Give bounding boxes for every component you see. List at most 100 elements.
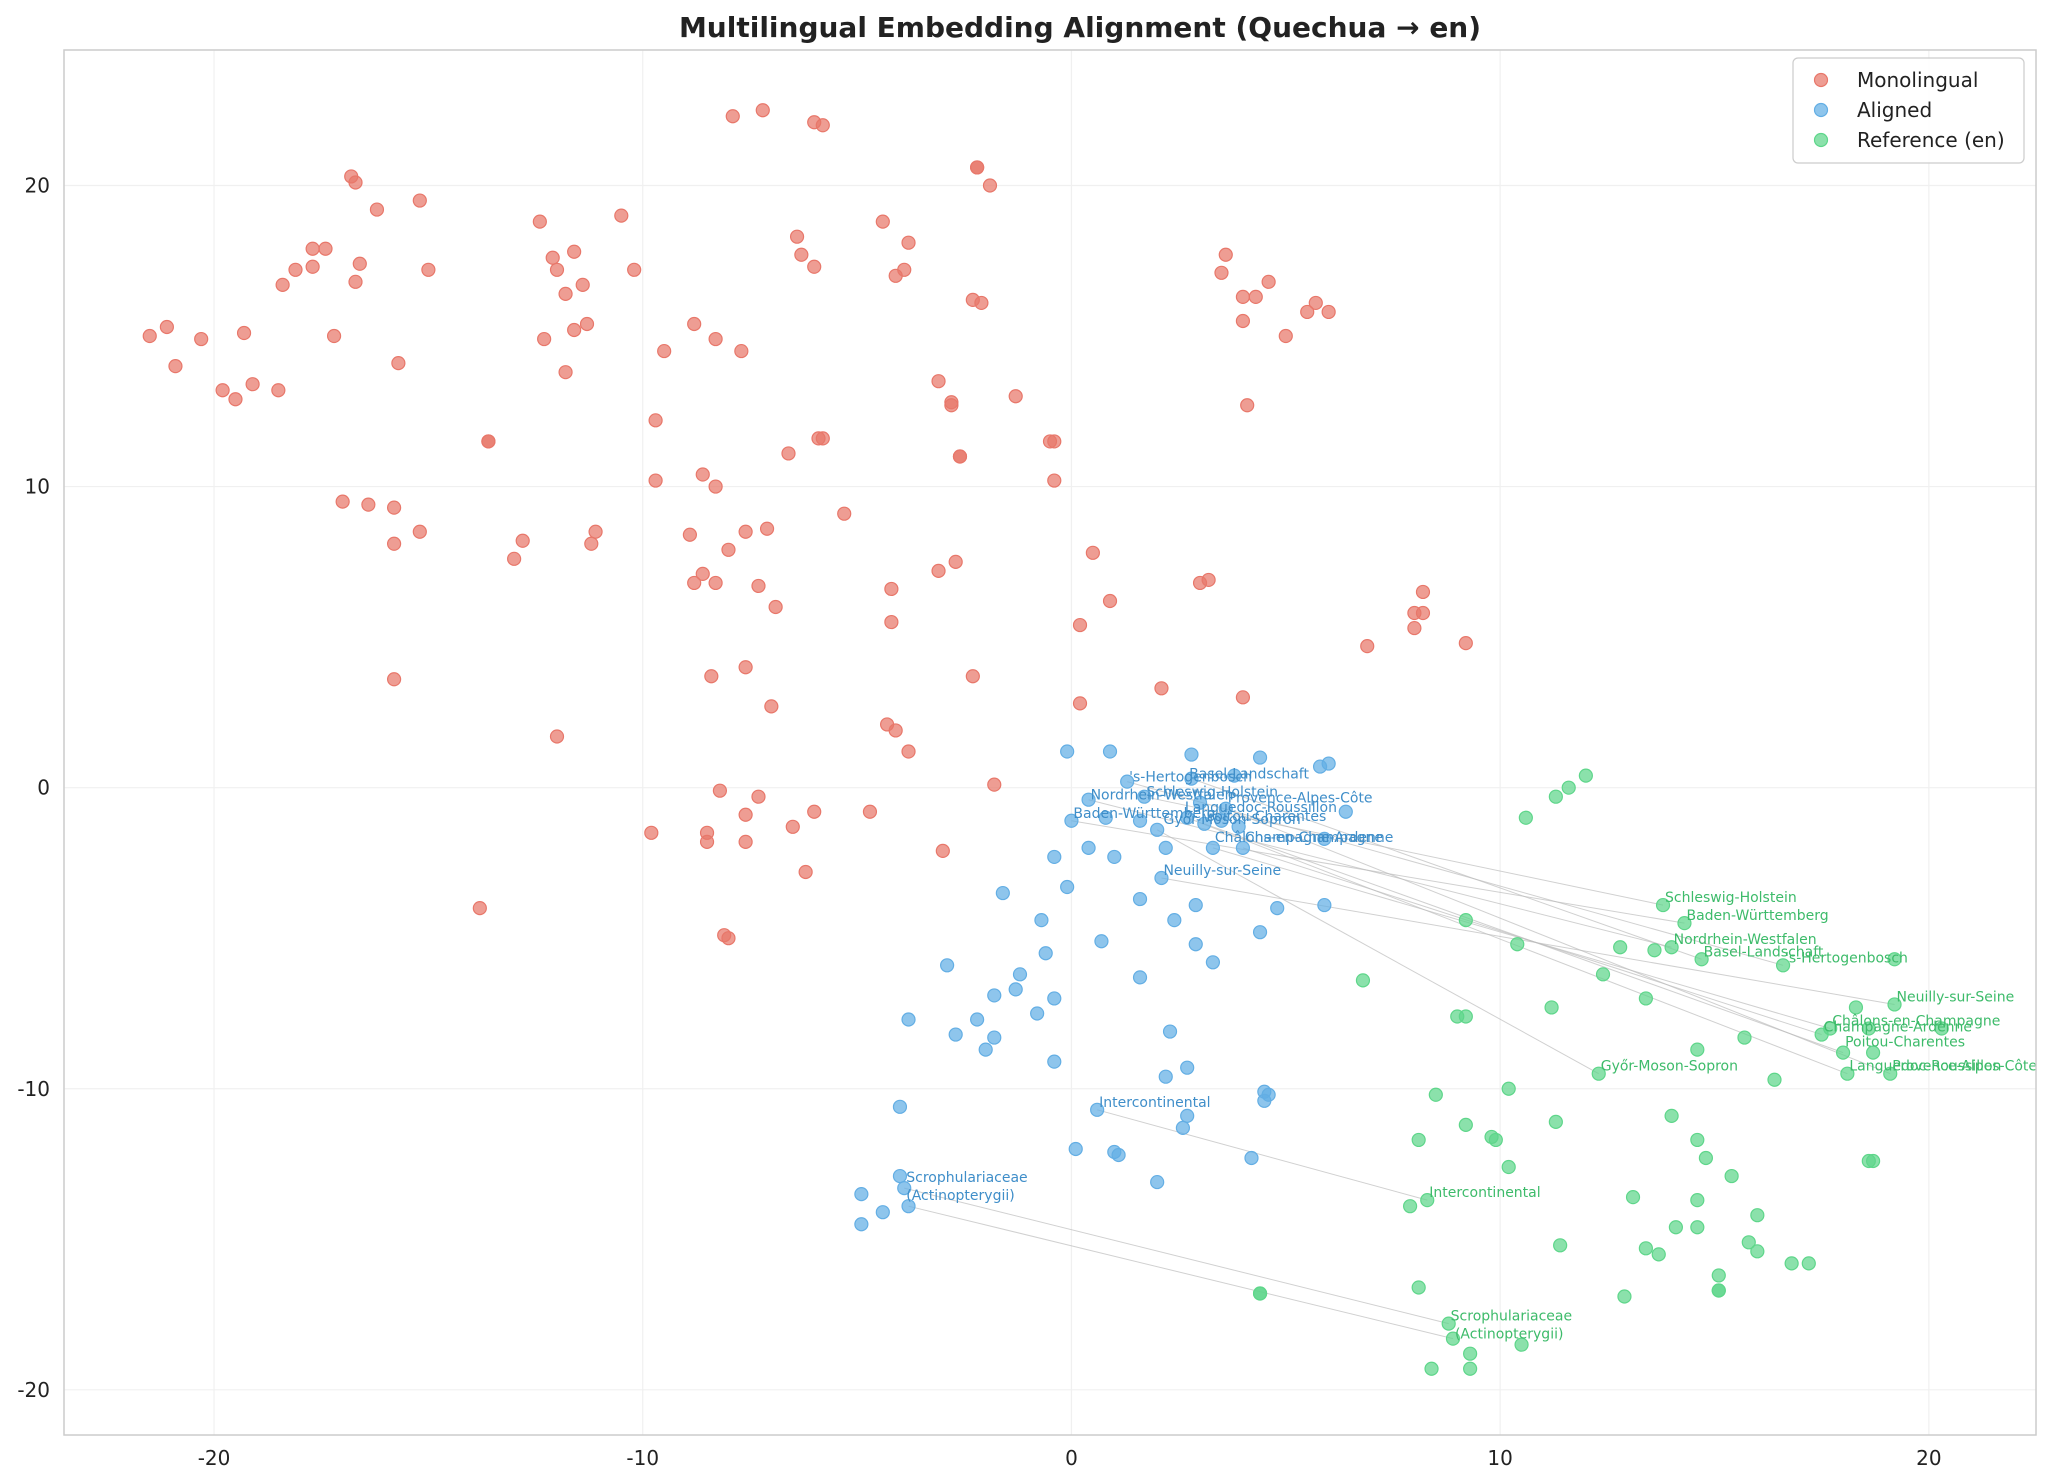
reference-en-point bbox=[1647, 943, 1662, 958]
y-tick-label: 10 bbox=[25, 475, 50, 499]
reference-en-point bbox=[1613, 940, 1628, 955]
aligned-point bbox=[1338, 804, 1353, 819]
monolingual-point bbox=[764, 699, 779, 714]
aligned-point bbox=[1132, 891, 1148, 907]
legend: Monolingual Aligned Reference (en) bbox=[1792, 57, 2025, 164]
aligned-point-label: Languedoc-Roussillon bbox=[1185, 800, 1337, 816]
aligned-point bbox=[1047, 991, 1062, 1006]
aligned-point bbox=[1137, 789, 1152, 804]
monolingual-point bbox=[734, 343, 749, 359]
aligned-point bbox=[1150, 1174, 1165, 1190]
monolingual-point bbox=[472, 900, 487, 916]
aligned-point bbox=[1132, 970, 1148, 985]
reference-point-label: Schleswig-Holstein bbox=[1665, 890, 1797, 906]
monolingual-point bbox=[1300, 304, 1315, 320]
aligned-point bbox=[1098, 810, 1113, 825]
aligned-point bbox=[1312, 759, 1328, 774]
alignment-connector bbox=[1071, 820, 1685, 924]
monolingual-point bbox=[588, 524, 603, 539]
monolingual-point bbox=[1154, 681, 1169, 696]
monolingual-point bbox=[794, 247, 809, 262]
monolingual-point bbox=[537, 331, 552, 347]
x-tick-label: -10 bbox=[626, 1446, 659, 1470]
monolingual-point bbox=[168, 359, 183, 374]
reference-en-point bbox=[1814, 1027, 1829, 1042]
aligned-point bbox=[1038, 946, 1053, 961]
monolingual-point bbox=[935, 843, 950, 858]
monolingual-point bbox=[1214, 265, 1229, 280]
monolingual-point bbox=[699, 834, 715, 849]
monolingual-point bbox=[970, 160, 985, 175]
monolingual-point bbox=[862, 804, 878, 819]
reference-en-point bbox=[1690, 1220, 1705, 1235]
aligned-point bbox=[1008, 982, 1023, 997]
reference-en-point bbox=[1617, 1289, 1632, 1304]
aligned-point bbox=[1188, 897, 1203, 913]
y-tick-label: 20 bbox=[25, 173, 50, 197]
x-tick-label: -20 bbox=[198, 1446, 231, 1470]
alignment-connector bbox=[1242, 847, 1822, 1036]
aligned-point-label: (Actinopterygii) bbox=[906, 1188, 1014, 1204]
aligned-point bbox=[1205, 955, 1221, 970]
monolingual-point bbox=[567, 244, 582, 259]
aligned-point bbox=[892, 1099, 908, 1114]
aligned-point-label: Châlons-en-Champagne bbox=[1215, 830, 1383, 846]
reference-point-label: Champagne-Ardenne bbox=[1824, 1020, 1972, 1036]
aligned-point bbox=[1094, 934, 1109, 949]
aligned-point bbox=[1158, 840, 1173, 855]
aligned-point bbox=[901, 1199, 916, 1214]
legend-box bbox=[1792, 57, 2025, 164]
aligned-point bbox=[1270, 900, 1285, 916]
aligned-point bbox=[940, 958, 955, 973]
grid-lines bbox=[64, 50, 2036, 1435]
monolingual-point bbox=[288, 262, 303, 277]
monolingual-point bbox=[305, 241, 320, 256]
monolingual-point bbox=[1102, 593, 1118, 609]
monolingual-point bbox=[901, 235, 916, 250]
monolingual-point bbox=[1201, 572, 1216, 588]
monolingual-point bbox=[974, 295, 989, 311]
y-tick-label: 0 bbox=[37, 776, 50, 800]
monolingual-point bbox=[421, 262, 436, 277]
monolingual-point bbox=[738, 660, 753, 675]
axis-ticks: -20 -10 0 10 20 -20 -10 0 10 20 bbox=[17, 173, 1941, 1470]
reference-point-label: Neuilly-sur-Seine bbox=[1897, 989, 2015, 1005]
monolingual-point bbox=[159, 319, 174, 335]
monolingual-point bbox=[1235, 289, 1251, 304]
reference-en-point bbox=[1750, 1244, 1765, 1259]
aligned-point bbox=[1184, 771, 1199, 786]
monolingual-point bbox=[481, 434, 496, 449]
reference-en-point bbox=[1848, 1000, 1864, 1015]
aligned-point bbox=[1150, 822, 1165, 837]
reference-en-point bbox=[1411, 1280, 1426, 1295]
monolingual-point bbox=[1415, 584, 1431, 600]
monolingual-point bbox=[545, 250, 560, 265]
monolingual-point bbox=[1240, 398, 1255, 413]
reference-point-label: 's-Hertogenbosch bbox=[1785, 950, 1908, 966]
reference-en-point bbox=[1458, 1117, 1473, 1132]
reference-en-point bbox=[1501, 1159, 1516, 1175]
monolingual-point bbox=[318, 241, 333, 256]
reference-en-point bbox=[1801, 1256, 1816, 1271]
aligned-point-label: Neuilly-sur-Seine bbox=[1163, 863, 1281, 879]
reference-point-label: Basel-Landschaft bbox=[1704, 944, 1824, 960]
aligned-point bbox=[1180, 1108, 1195, 1123]
reference-en-point bbox=[1651, 1247, 1666, 1262]
reference-en-point bbox=[1488, 1132, 1503, 1148]
monolingual-point bbox=[1360, 639, 1375, 654]
legend-marker bbox=[1813, 132, 1829, 148]
aligned-point-label: Baden-Württemberg bbox=[1073, 806, 1215, 822]
reference-en-point bbox=[1458, 913, 1473, 928]
x-tick-label: 10 bbox=[1487, 1446, 1512, 1470]
reference-en-point bbox=[1664, 1108, 1679, 1123]
reference-en-point bbox=[1741, 1235, 1756, 1250]
aligned-point bbox=[1231, 819, 1246, 834]
y-tick-label: -10 bbox=[17, 1077, 50, 1101]
aligned-point bbox=[1107, 849, 1122, 865]
monolingual-point bbox=[755, 103, 770, 118]
connector-lines bbox=[904, 778, 1895, 1340]
aligned-point bbox=[1180, 810, 1195, 825]
aligned-point-label: Basel-Landschaft bbox=[1189, 767, 1309, 783]
reference-en-point bbox=[1690, 1042, 1705, 1057]
aligned-point bbox=[1068, 1141, 1083, 1157]
